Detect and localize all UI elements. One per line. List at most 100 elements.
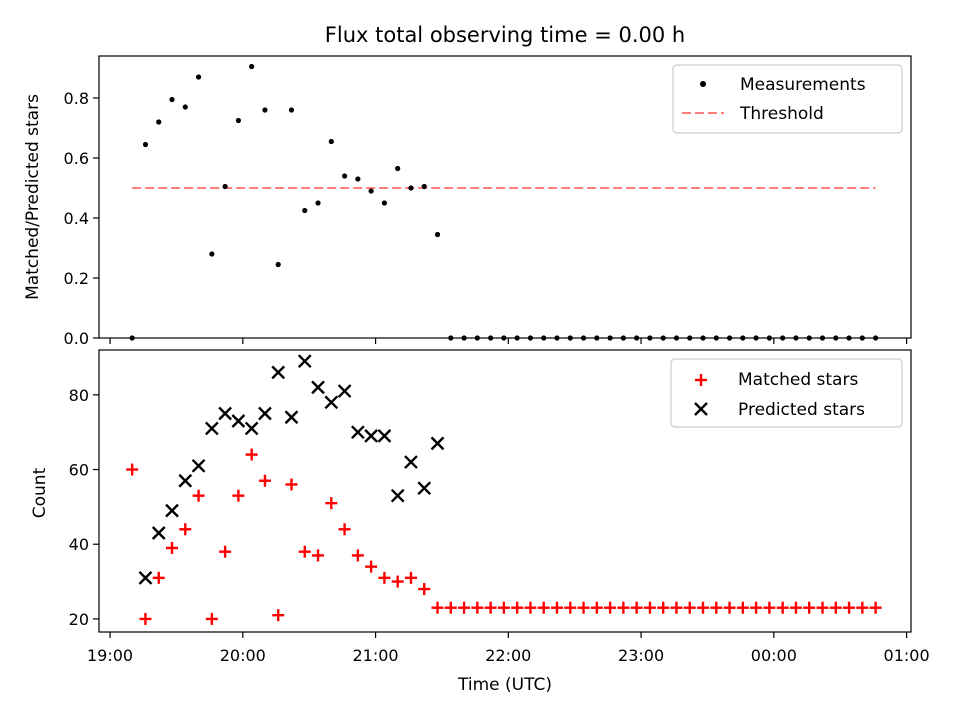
x-axis-label: Time (UTC) — [457, 675, 552, 695]
bottom-ticks: 20 40 60 80 19:00 20:00 21:00 22:00 23:00 00:00 01… — [69, 386, 930, 665]
top-y-tick-label: 0.8 — [64, 89, 89, 108]
bottom-y-tick-label: 60 — [69, 461, 89, 480]
matched-star-point — [285, 478, 298, 491]
matched-star-point — [763, 601, 776, 614]
legend-measurements-label: Measurements — [740, 75, 866, 95]
measurement-point — [142, 141, 149, 148]
matched-star-point — [192, 489, 205, 502]
measurement-point — [249, 63, 255, 70]
matched-star-point — [550, 601, 563, 614]
predicted-star-point — [430, 436, 445, 451]
matched-star-point — [418, 583, 431, 596]
top-y-axis-label: Matched/Predicted stars — [23, 94, 43, 300]
matched-star-point — [378, 571, 391, 584]
matched-star-point — [816, 601, 829, 614]
measurement-point — [434, 231, 441, 238]
matched-star-point — [776, 601, 789, 614]
bottom-panel: 20 40 60 80 19:00 20:00 21:00 22:00 23:00 00:00 01… — [30, 349, 930, 695]
bottom-plot-area — [126, 354, 882, 625]
measurement-point — [195, 74, 202, 80]
measurement-point — [315, 200, 321, 206]
matched-star-point — [697, 601, 710, 614]
matched-star-point — [126, 463, 139, 476]
matched-star-point — [670, 601, 683, 614]
bottom-y-tick-label: 80 — [69, 386, 89, 405]
matched-star-point — [604, 601, 617, 614]
bottom-legend: Matched stars Predicted stars — [670, 358, 903, 428]
matched-star-point — [444, 601, 457, 614]
predicted-star-point — [364, 429, 378, 443]
matched-star-point — [564, 601, 577, 614]
top-y-tick-label: 0.2 — [64, 269, 89, 288]
matched-star-point — [391, 575, 404, 588]
bottom-axes-frame — [98, 349, 912, 633]
predicted-star-point — [258, 406, 272, 421]
x-tick-label: 21:00 — [353, 646, 399, 665]
matched-star-point — [205, 612, 218, 625]
matched-star-point — [617, 601, 630, 614]
x-tick-label: 23:00 — [618, 646, 664, 665]
predicted-star-point — [311, 380, 325, 395]
legend-measurements-marker — [700, 81, 706, 87]
legend-matched-marker — [695, 374, 707, 386]
measurement-point — [408, 185, 414, 191]
measurement-point — [368, 188, 374, 194]
predicted-star-point — [390, 488, 405, 503]
predicted-star-point — [138, 570, 153, 585]
matched-star-point — [166, 541, 179, 554]
matched-star-point — [511, 601, 524, 614]
measurement-point — [288, 107, 295, 113]
measurement-point — [222, 183, 228, 190]
matched-star-point — [338, 523, 351, 536]
predicted-star-point — [191, 458, 206, 473]
bottom-legend-frame — [670, 358, 903, 428]
matched-star-point — [524, 601, 537, 614]
predicted-star-point — [284, 410, 299, 425]
matched-star-point — [829, 601, 842, 614]
predicted-star-point — [404, 455, 418, 469]
x-tick-label: 19:00 — [87, 646, 133, 665]
matched-star-point — [471, 601, 484, 614]
matched-star-point — [179, 523, 192, 536]
measurement-point — [381, 200, 388, 206]
matched-star-point — [710, 601, 723, 614]
predicted-star-point — [204, 421, 219, 436]
matched-star-point — [497, 601, 510, 614]
measurement-point — [169, 96, 175, 103]
predicted-star-point — [337, 384, 352, 398]
matched-star-point — [219, 545, 232, 558]
top-legend-frame — [672, 64, 903, 134]
matched-star-point — [869, 601, 882, 614]
matched-star-point — [404, 571, 417, 584]
matched-star-point — [272, 609, 285, 622]
measurement-point — [341, 173, 348, 179]
predicted-star-point — [324, 395, 339, 410]
matched-star-point — [750, 601, 763, 614]
measurement-point — [302, 207, 308, 214]
matched-star-point — [590, 601, 603, 614]
matched-star-point — [843, 601, 856, 614]
matched-star-point — [803, 601, 816, 614]
matched-star-point — [856, 601, 869, 614]
measurement-point — [275, 261, 281, 268]
predicted-star-point — [417, 481, 432, 496]
predicted-star-point — [244, 421, 259, 436]
matched-star-point — [232, 489, 245, 502]
bottom-y-tick-label: 40 — [69, 535, 89, 554]
top-y-tick-label: 0.6 — [64, 149, 89, 168]
bottom-y-tick-label: 20 — [69, 610, 89, 629]
matched-star-point — [577, 601, 590, 614]
x-tick-label: 20:00 — [220, 646, 266, 665]
predicted-star-point — [377, 429, 392, 443]
measurement-point — [355, 176, 361, 182]
predicted-star-point — [165, 503, 179, 518]
predicted-star-point — [297, 354, 312, 369]
top-panel: 0.00.20.40.60.8 Matched/Predicted stars … — [23, 55, 912, 348]
predicted-star-point — [151, 526, 166, 540]
matched-star-point — [245, 448, 258, 461]
measurement-point — [182, 104, 188, 110]
predicted-star-point — [351, 425, 365, 440]
measurement-point — [209, 251, 215, 257]
matched-star-point — [298, 545, 311, 558]
matched-star-point — [657, 601, 670, 614]
